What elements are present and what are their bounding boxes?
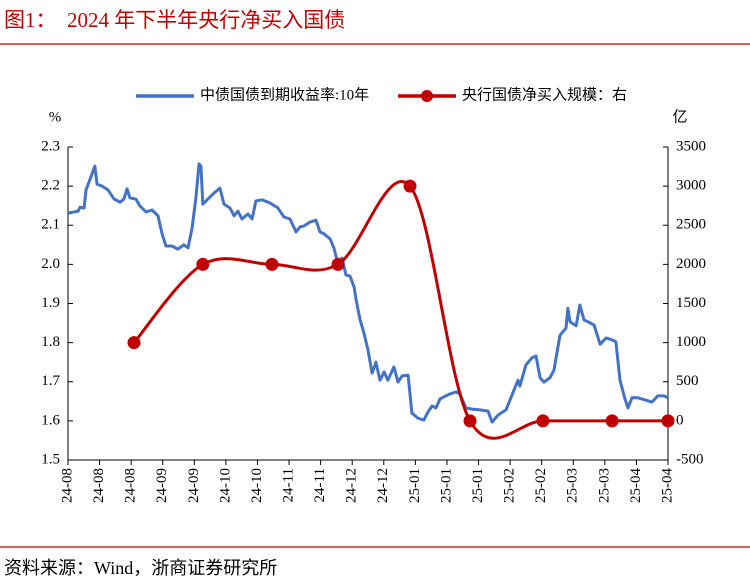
x-tick-label: 24-08 xyxy=(59,468,75,503)
x-tick-label: 24-12 xyxy=(344,468,360,503)
x-tick-label: 25-04 xyxy=(628,468,644,503)
x-tick-label: 24-11 xyxy=(312,468,328,502)
source-note: 资料来源：Wind，浙商证券研究所 xyxy=(4,558,277,578)
x-tick-label: 24-08 xyxy=(91,468,107,503)
series-marker xyxy=(331,257,345,271)
y2-tick-label: 2500 xyxy=(676,217,706,233)
y2-tick-label: 500 xyxy=(676,373,699,389)
y-tick-label: 1.9 xyxy=(41,295,60,311)
legend-marker xyxy=(421,90,433,102)
y2-tick-label: 3500 xyxy=(676,138,706,154)
series-marker xyxy=(661,414,675,428)
y-tick-label: 2.1 xyxy=(41,217,60,233)
x-tick-label: 24-10 xyxy=(217,468,233,503)
y-tick-label: 1.7 xyxy=(41,373,60,389)
y-tick-label: 1.5 xyxy=(41,451,60,467)
x-tick-label: 24-12 xyxy=(375,468,391,503)
y2-tick-label: 0 xyxy=(676,412,684,428)
y-tick-label: 2.3 xyxy=(41,138,60,154)
legend-label: 中债国债到期收益率:10年 xyxy=(200,86,369,103)
x-tick-label: 24-08 xyxy=(123,468,139,503)
y-tick-label: 1.8 xyxy=(41,334,60,350)
y2-tick-label: 1500 xyxy=(676,295,706,311)
series-marker xyxy=(127,336,141,350)
series-marker xyxy=(463,414,477,428)
series-line xyxy=(132,180,668,440)
x-tick-label: 25-01 xyxy=(438,468,454,503)
x-tick-label: 24-10 xyxy=(249,468,265,503)
x-tick-label: 24-11 xyxy=(280,468,296,502)
x-tick-label: 25-01 xyxy=(407,468,423,503)
y-tick-label: 2.2 xyxy=(41,178,60,194)
x-tick-label: 25-02 xyxy=(502,468,518,503)
y2-tick-label: 3000 xyxy=(676,178,706,194)
x-tick-label: 25-01 xyxy=(470,468,486,503)
series-marker xyxy=(196,257,210,271)
y2-tick-label: 2000 xyxy=(676,256,706,272)
series-marker xyxy=(403,179,417,193)
series-marker xyxy=(265,257,279,271)
x-tick-label: 24-09 xyxy=(154,468,170,503)
x-tick-label: 25-03 xyxy=(565,468,581,503)
x-tick-label: 24-09 xyxy=(186,468,202,503)
series-line xyxy=(67,162,669,424)
y2-axis-unit: 亿 xyxy=(672,108,687,125)
y2-tick-label: -500 xyxy=(676,451,704,467)
series-marker xyxy=(536,414,550,428)
series-marker xyxy=(605,414,619,428)
legend-label: 央行国债净买入规模：右 xyxy=(462,86,627,103)
chart-title: 图1： 2024 年下半年央行净买入国债 xyxy=(4,8,345,32)
y-tick-label: 2.0 xyxy=(41,256,60,272)
y2-tick-label: 1000 xyxy=(676,334,706,350)
x-tick-label: 25-04 xyxy=(659,468,675,503)
x-tick-label: 25-03 xyxy=(596,468,612,503)
y-axis-unit: % xyxy=(49,109,62,125)
x-tick-label: 25-02 xyxy=(533,468,549,503)
y-tick-label: 1.6 xyxy=(41,412,60,428)
